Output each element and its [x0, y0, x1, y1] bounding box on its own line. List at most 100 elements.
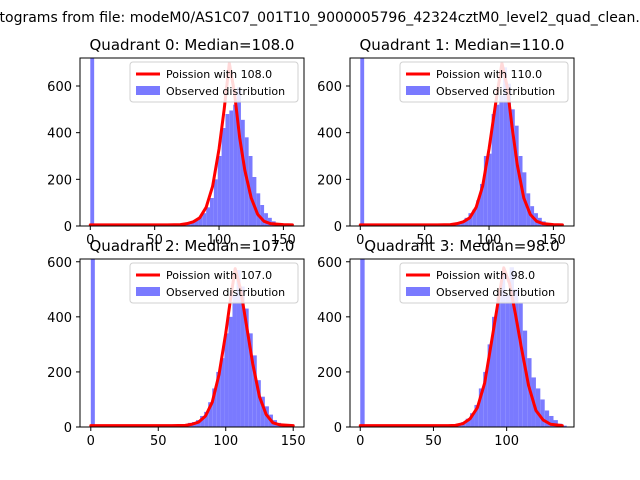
- legend: Poission with 108.0 Observed distribution: [129, 61, 299, 103]
- legend: Poission with 98.0 Observed distribution: [399, 262, 569, 304]
- histogram-bar: [360, 58, 365, 226]
- histogram-bar: [505, 294, 510, 427]
- y-tick-label: 200: [317, 173, 342, 188]
- histogram-bar: [220, 358, 225, 427]
- subplot-title: Quadrant 3: Median=98.0: [364, 237, 559, 255]
- y-tick-label: 400: [317, 127, 342, 142]
- histogram-bar: [518, 303, 523, 427]
- legend-hist-swatch: [136, 287, 160, 296]
- histogram-bar: [540, 399, 545, 427]
- histogram-bar: [260, 396, 265, 427]
- histogram-bar: [522, 330, 528, 427]
- legend-label-observed: Observed distribution: [436, 286, 555, 299]
- histogram-bar: [513, 289, 519, 427]
- histogram-bar: [495, 104, 500, 226]
- quadrant-1-plot: 0 50 100 150 0 200 400 600 Quadrant 1: Median=11…: [317, 36, 575, 248]
- histogram-bar: [510, 109, 515, 226]
- x-tick-label: 0: [356, 233, 364, 248]
- y-tick-label: 600: [317, 256, 342, 271]
- y-tick-label: 400: [47, 311, 72, 326]
- y-tick-label: 0: [334, 421, 342, 436]
- histogram-bar: [492, 316, 497, 427]
- subplot-title: Quadrant 2: Median=107.0: [90, 237, 295, 255]
- x-tick-label: 50: [425, 434, 442, 449]
- histogram-bar: [90, 259, 95, 427]
- histogram-bar: [236, 270, 241, 427]
- y-tick-label: 400: [47, 127, 72, 142]
- histogram-bar: [496, 297, 501, 427]
- histogram-bar: [491, 114, 496, 226]
- axes-frame: [349, 258, 575, 428]
- quadrant-0-plot: 0 50 100 150 0 200 400 600 Quadrant 0: Median=10…: [47, 36, 305, 248]
- y-tick-label: 600: [317, 80, 342, 95]
- legend: Poission with 110.0 Observed distribution: [399, 61, 569, 103]
- x-tick-label: 150: [281, 434, 306, 449]
- histogram-bar: [260, 205, 265, 226]
- y-tick-label: 600: [47, 80, 72, 95]
- histogram-bar: [90, 58, 95, 226]
- legend-box: [399, 262, 569, 304]
- x-tick-label: 0: [356, 434, 364, 449]
- histogram-bar: [472, 209, 477, 226]
- histogram-bar: [460, 221, 465, 226]
- histogram-bar: [507, 83, 511, 226]
- histogram-bar: [487, 344, 493, 427]
- histogram-bar: [500, 272, 506, 427]
- histogram-bar: [499, 95, 504, 226]
- x-tick-label: 150: [271, 233, 296, 248]
- histogram-bar: [470, 413, 475, 427]
- x-tick-label: 100: [207, 233, 232, 248]
- legend-box: [129, 262, 299, 304]
- histogram-bar: [217, 156, 222, 226]
- legend-label-poisson: Poission with 108.0: [166, 68, 272, 81]
- legend-label-poisson: Poission with 110.0: [436, 68, 542, 81]
- legend-label-observed: Observed distribution: [166, 286, 285, 299]
- legend-label-observed: Observed distribution: [436, 85, 555, 98]
- histogram-bar: [256, 380, 261, 427]
- y-tick-label: 0: [64, 220, 72, 235]
- histogram-bar: [225, 114, 230, 226]
- histogram-bar: [468, 213, 473, 226]
- histogram-bar: [240, 286, 245, 427]
- y-tick-label: 400: [317, 311, 342, 326]
- legend-box: [399, 61, 569, 103]
- histogram-bar: [198, 216, 203, 226]
- histogram-bar: [206, 207, 211, 226]
- legend-hist-swatch: [406, 86, 430, 95]
- histogram-bar: [216, 371, 221, 427]
- histogram-bar: [210, 198, 214, 226]
- legend-label-poisson: Poission with 98.0: [436, 269, 535, 282]
- histogram-bar: [509, 267, 514, 427]
- legend-hist-swatch: [406, 287, 430, 296]
- quadrant-2-plot: 0 50 100 150 0 200 400 600 Quadrant 2: Median=10…: [47, 237, 305, 449]
- histogram-bar: [232, 294, 237, 427]
- histogram-bar: [549, 415, 554, 427]
- axes-frame: [79, 258, 305, 428]
- histogram-bar: [360, 259, 365, 427]
- histogram-bar: [237, 87, 241, 226]
- histogram-bar: [233, 104, 238, 226]
- histogram-bar: [465, 418, 471, 427]
- x-tick-label: 0: [87, 434, 95, 449]
- histogram-bar: [544, 410, 550, 427]
- y-tick-label: 200: [47, 366, 72, 381]
- histogram-bar: [202, 213, 207, 226]
- y-tick-label: 600: [47, 256, 72, 271]
- histogram-bar: [248, 333, 253, 427]
- histogram-bar: [213, 179, 218, 226]
- histogram-bar: [535, 388, 541, 427]
- y-tick-label: 0: [334, 220, 342, 235]
- histogram-bar: [190, 221, 195, 226]
- histogram-bar: [503, 67, 508, 226]
- histogram-bar: [240, 119, 245, 226]
- histogram-bar: [483, 156, 488, 226]
- legend-box: [129, 61, 299, 103]
- histogram-bar: [208, 402, 213, 427]
- legend: Poission with 107.0 Observed distribution: [129, 262, 299, 304]
- quadrant-3-plot: 0 50 100 0 200 400 600 Quadrant 3: Median=98.0 P…: [317, 237, 575, 449]
- histogram-bar: [204, 411, 209, 427]
- histogram-bar: [480, 184, 484, 226]
- histogram-bar: [212, 388, 217, 427]
- x-tick-label: 50: [150, 434, 167, 449]
